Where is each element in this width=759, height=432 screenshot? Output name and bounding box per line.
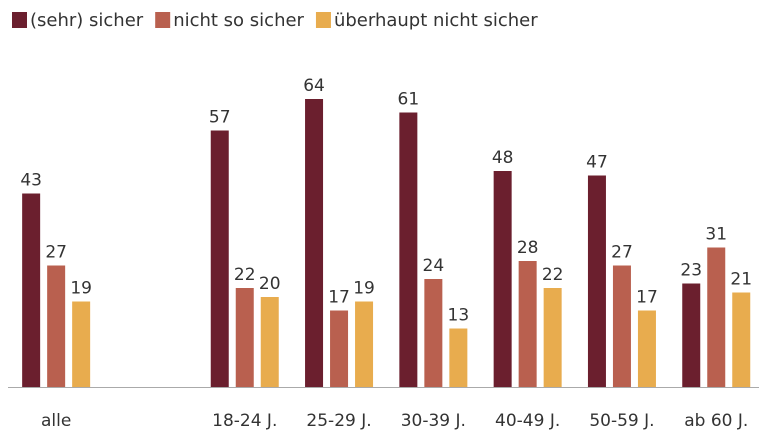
bar	[72, 301, 91, 387]
bar	[235, 288, 254, 387]
x-tick-label: alle	[41, 411, 71, 431]
bar	[47, 265, 66, 387]
data-label: 19	[353, 279, 375, 299]
data-label: 31	[705, 225, 727, 245]
bar	[612, 265, 631, 387]
data-label: 57	[209, 108, 231, 128]
bar	[449, 328, 468, 387]
bar	[637, 310, 656, 387]
legend: (sehr) sicher nicht so sicher überhaupt ni…	[12, 10, 538, 31]
bar	[707, 247, 726, 387]
x-tick-label: 50-59 J.	[589, 411, 654, 431]
x-tick-label: ab 60 J.	[684, 411, 748, 431]
x-tick-label: 30-39 J.	[401, 411, 466, 431]
legend-swatch	[315, 12, 331, 28]
data-label: 24	[423, 256, 445, 276]
legend-swatch	[12, 12, 27, 28]
data-label: 22	[234, 265, 256, 285]
bar	[493, 171, 512, 387]
data-label: 47	[586, 153, 608, 173]
legend-label: überhaupt nicht sicher	[334, 10, 538, 31]
data-label: 28	[517, 238, 539, 258]
x-tick-label: 25-29 J.	[306, 411, 371, 431]
data-label: 22	[542, 265, 564, 285]
bar	[682, 283, 701, 387]
legend-swatch	[155, 12, 171, 28]
bar	[22, 193, 41, 387]
data-label: 20	[259, 274, 281, 294]
data-label: 13	[448, 306, 470, 326]
legend-label: (sehr) sicher	[30, 10, 144, 31]
data-label: 27	[45, 243, 67, 263]
bar	[330, 310, 349, 387]
bar	[210, 130, 229, 387]
data-label: 27	[611, 243, 633, 263]
data-label: 23	[680, 261, 702, 281]
bar	[732, 292, 751, 387]
x-tick-label: 40-49 J.	[495, 411, 560, 431]
data-label: 17	[636, 288, 658, 308]
data-label: 19	[70, 279, 92, 299]
data-label: 48	[492, 148, 514, 168]
data-label: 43	[20, 171, 42, 191]
data-label: 61	[398, 90, 420, 110]
bar	[399, 112, 418, 387]
bar	[518, 261, 537, 387]
x-tick-label: 18-24 J.	[212, 411, 277, 431]
bar	[424, 279, 443, 387]
bar	[305, 99, 324, 387]
data-label: 64	[303, 76, 325, 96]
bar	[587, 175, 606, 387]
bar	[260, 297, 279, 387]
data-label: 21	[730, 270, 752, 290]
bar	[543, 288, 562, 387]
bar	[355, 301, 374, 387]
data-label: 17	[328, 288, 350, 308]
legend-label: nicht so sicher	[173, 10, 304, 31]
